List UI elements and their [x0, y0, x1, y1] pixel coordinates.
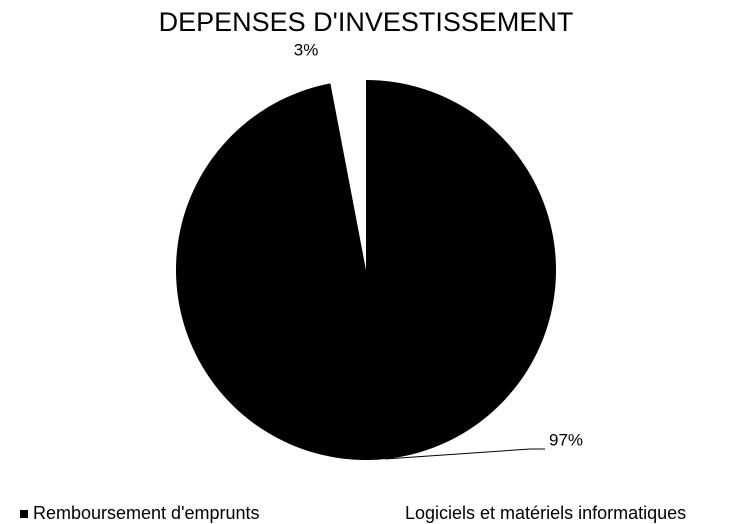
pie-slice [176, 80, 556, 461]
pie-slice [329, 71, 366, 263]
chart-title: DEPENSES D'INVESTISSEMENT [159, 7, 574, 37]
legend-label: Remboursement d'emprunts [33, 503, 260, 523]
legend-label: Logiciels et matériels informatiques [405, 503, 686, 523]
legend-swatch [20, 510, 28, 518]
data-label: 3% [294, 40, 319, 59]
data-label: 97% [549, 430, 583, 449]
leader-line [384, 448, 545, 460]
legend-swatch [392, 510, 400, 518]
